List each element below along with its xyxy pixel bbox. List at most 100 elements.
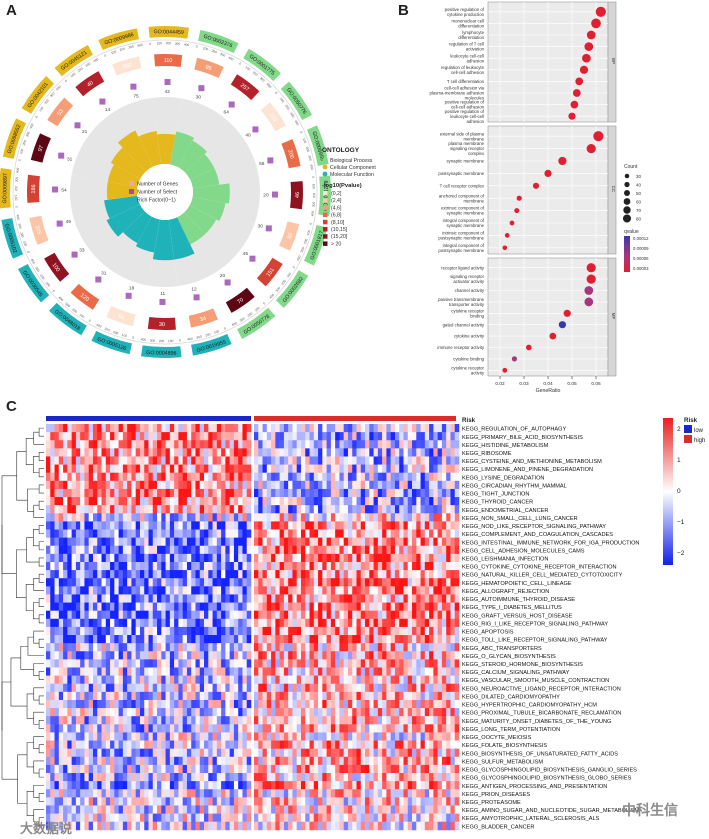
- heatmap-cell: [416, 635, 421, 644]
- heatmap-cell: [75, 497, 81, 506]
- heatmap-cell: [71, 675, 77, 685]
- heatmap-cell: [186, 570, 192, 579]
- heatmap-cell: [441, 659, 447, 668]
- heatmap-cell: [54, 618, 60, 628]
- heatmap-cell: [114, 610, 119, 620]
- heatmap-cell: [208, 456, 213, 466]
- heatmap-cell: [46, 789, 51, 798]
- heatmap-cell: [225, 602, 230, 612]
- heatmap-cell: [386, 529, 391, 539]
- heatmap-cell: [92, 610, 98, 620]
- heatmap-cell: [394, 740, 400, 750]
- heatmap-cell: [110, 716, 115, 725]
- heatmap-cell: [131, 553, 136, 563]
- heatmap-cell: [161, 480, 166, 490]
- pvalue-legend-label: (4,6]: [331, 205, 342, 211]
- heatmap-cell: [46, 448, 51, 457]
- heatmap-cell: [152, 472, 158, 482]
- heatmap-cell: [377, 764, 383, 774]
- heatmap-cell: [330, 594, 336, 603]
- heatmap-cell: [309, 578, 315, 587]
- heatmap-cell: [429, 610, 434, 620]
- heatmap-cell: [114, 740, 119, 750]
- heatmap-cell: [148, 578, 154, 587]
- heatmap-cell: [266, 586, 272, 595]
- heatmap-cell: [182, 456, 188, 466]
- heatmap-cell: [199, 602, 205, 612]
- heatmap-cell: [292, 529, 297, 539]
- heatmap-cell: [122, 618, 128, 628]
- heatmap-cell: [437, 440, 443, 449]
- heatmap-cell: [352, 764, 357, 774]
- pvalue-swatch: [323, 191, 328, 196]
- heatmap-cell: [305, 529, 310, 539]
- term-label: activity: [471, 370, 485, 375]
- heatmap-cell: [80, 675, 85, 685]
- heatmap-cell: [80, 789, 85, 798]
- heatmap-cell: [105, 635, 111, 644]
- heatmap-cell: [80, 602, 85, 612]
- heatmap-cell: [390, 716, 396, 725]
- heatmap-cell: [139, 626, 145, 636]
- scale-tick-label: 400: [15, 167, 20, 173]
- heatmap-cell: [356, 488, 362, 498]
- heatmap-cell: [377, 505, 383, 514]
- heatmap-cell: [309, 561, 315, 571]
- scale-tick-label: 300: [64, 302, 71, 309]
- heatmap-cell: [279, 464, 285, 474]
- heatmap-cell: [54, 480, 60, 490]
- heatmap-cell: [92, 764, 98, 774]
- heatmap-cell: [300, 724, 306, 733]
- heatmap-cell: [63, 432, 68, 441]
- heatmap-cell: [135, 570, 141, 579]
- heatmap-cell: [446, 513, 451, 522]
- heatmap-cell: [182, 448, 188, 457]
- heatmap-cell: [242, 424, 247, 433]
- heatmap-cell: [131, 683, 136, 693]
- heatmap-cell: [437, 497, 443, 506]
- scale-tick-label: 100: [38, 106, 44, 113]
- pvalue-legend-label: (15,20]: [331, 234, 348, 240]
- heatmap-cell: [148, 716, 154, 725]
- heatmap-cell: [105, 586, 111, 595]
- heatmap-cell: [450, 699, 455, 709]
- heatmap-cell: [127, 708, 132, 717]
- heatmap-cell: [377, 529, 383, 539]
- heatmap-cell: [450, 675, 455, 685]
- heatmap-cell: [377, 635, 383, 644]
- heatmap-cell: [377, 488, 383, 498]
- heatmap-cell: [275, 748, 280, 758]
- heatmap-cell: [352, 497, 357, 506]
- heatmap-cell: [386, 675, 391, 685]
- heatmap-cell: [191, 440, 196, 449]
- heatmap-cell: [373, 432, 379, 441]
- heatmap-cell: [429, 448, 434, 457]
- heatmap-cell: [373, 773, 379, 782]
- heatmap-cell: [122, 578, 128, 587]
- row-label: KEGG_PRION_DISEASES: [462, 792, 530, 798]
- heatmap-cell: [356, 521, 362, 530]
- heatmap-cell: [288, 732, 293, 741]
- heatmap-cell: [390, 626, 396, 636]
- heatmap-cell: [242, 643, 247, 652]
- heatmap-cell: [450, 643, 455, 652]
- heatmap-cell: [254, 513, 259, 522]
- heatmap-cell: [454, 683, 460, 693]
- heatmap-cell: [182, 610, 188, 620]
- heatmap-cell: [169, 602, 175, 612]
- heatmap-cell: [437, 651, 443, 660]
- heatmap-cell: [80, 488, 85, 498]
- heatmap-cell: [356, 748, 362, 758]
- heatmap-cell: [288, 505, 293, 514]
- term-dot: [502, 245, 508, 251]
- heatmap-cell: [50, 594, 55, 603]
- heatmap-cell: [84, 643, 89, 652]
- heatmap-cell: [114, 432, 119, 441]
- heatmap-cell: [373, 610, 379, 620]
- heatmap-cell: [242, 570, 247, 579]
- heatmap-cell: [110, 594, 115, 603]
- heatmap-cell: [174, 789, 179, 798]
- heatmap-cell: [84, 724, 89, 733]
- heatmap-cell: [165, 756, 171, 766]
